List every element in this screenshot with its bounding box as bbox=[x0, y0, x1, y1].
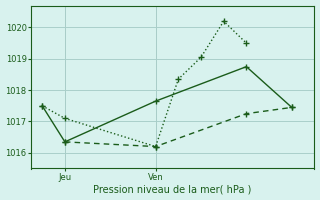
X-axis label: Pression niveau de la mer( hPa ): Pression niveau de la mer( hPa ) bbox=[93, 184, 252, 194]
